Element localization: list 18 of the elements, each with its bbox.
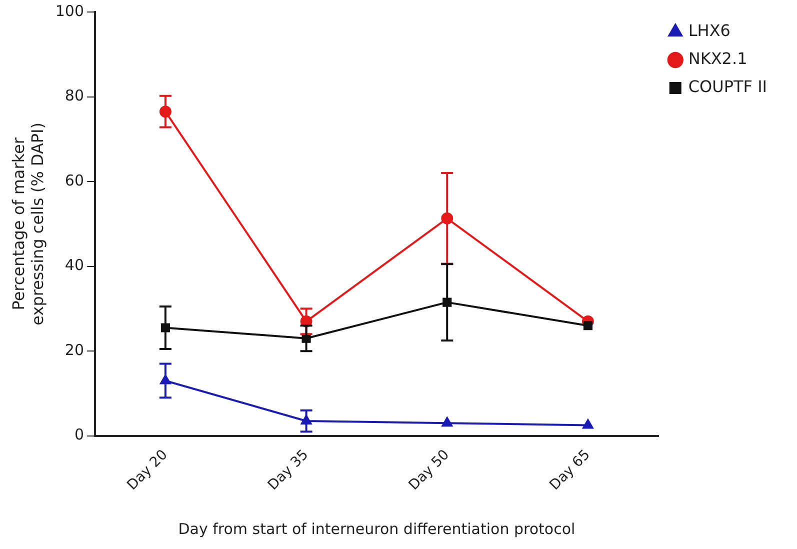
x-tick-label: Day 50 [406,446,453,494]
y-axis-title: Percentage of marker expressing cells (% DAPI) [8,122,47,326]
y-tick-label: 60 [64,171,84,190]
legend-label: COUPTF II [688,77,767,96]
y-tick-label: 40 [64,256,84,274]
x-tick-label: Day 35 [265,446,312,494]
legend-label: NKX2.1 [688,49,748,68]
x-axis-title: Day from start of interneuron differentiation protocol [178,520,576,538]
y-tick-label: 100 [55,2,84,20]
x-tick-label: Day 20 [124,446,171,494]
point [582,419,594,429]
y-tick-label: 0 [74,426,84,444]
y-tick-label: 80 [64,86,84,105]
legend-label: LHX6 [688,21,730,40]
y-tick-label: 20 [64,340,84,359]
point [583,321,592,330]
point [442,417,452,427]
x-tick-label: Day 65 [546,446,594,494]
